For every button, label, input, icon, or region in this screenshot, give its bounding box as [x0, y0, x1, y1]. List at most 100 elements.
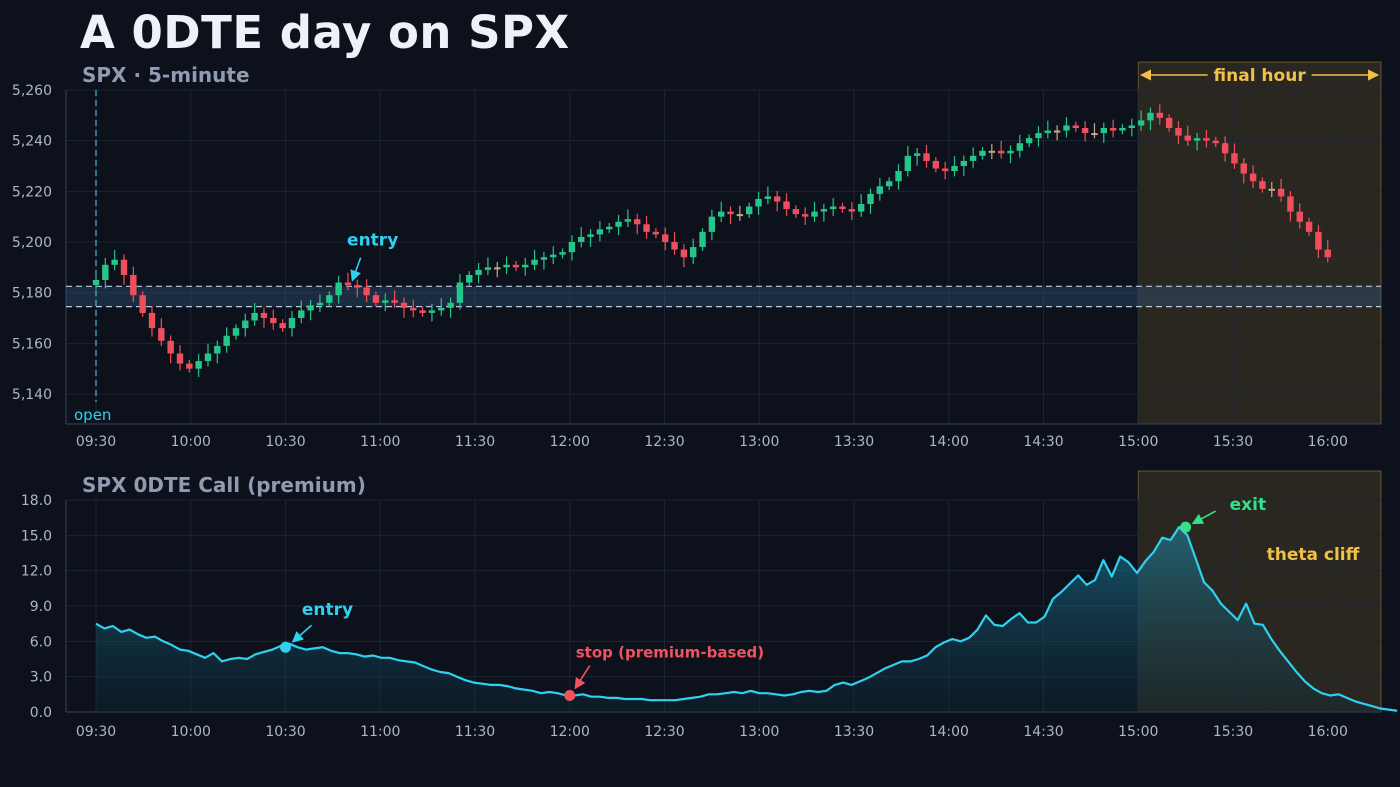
- candle-body: [130, 274, 137, 296]
- candle-body: [1137, 120, 1145, 126]
- candle-body: [904, 155, 912, 172]
- candle-body: [1109, 128, 1117, 131]
- candle-body: [1287, 196, 1294, 212]
- candle-body: [764, 196, 772, 199]
- x-tick-label: 15:00: [1118, 434, 1158, 450]
- candle-body: [335, 282, 342, 296]
- candle-body: [1044, 130, 1052, 134]
- candle-body: [839, 206, 846, 210]
- premium-exit-arrow: [1191, 510, 1217, 525]
- y-tick-label: 5,180: [12, 286, 52, 302]
- x-tick-label: 11:00: [360, 434, 400, 450]
- candle-body: [718, 211, 725, 217]
- candle-body: [270, 318, 277, 324]
- candle-body: [913, 153, 921, 156]
- candle-body: [102, 264, 109, 280]
- candle-body: [643, 224, 650, 232]
- candle-body: [1193, 138, 1201, 141]
- candle-body: [1231, 153, 1238, 164]
- candle-body: [708, 216, 716, 232]
- candle-body: [1240, 163, 1247, 174]
- premium-exit-dot: [1180, 521, 1192, 533]
- candle-body: [1147, 112, 1154, 121]
- premium-stop-arrow: [574, 665, 591, 690]
- theta-cliff-label: theta cliff: [1267, 545, 1360, 565]
- candle-body: [391, 300, 398, 303]
- candle-body: [484, 267, 492, 270]
- x-tick-label: 16:00: [1308, 434, 1348, 450]
- candle-body: [811, 211, 818, 217]
- candle-body: [1212, 140, 1219, 144]
- candle-body: [195, 361, 202, 369]
- x-tick-label: 16:00: [1308, 724, 1348, 740]
- candle-body: [148, 312, 156, 329]
- y-tick-label: 9.0: [30, 599, 52, 615]
- y-tick-label: 5,200: [12, 235, 52, 251]
- candle-body: [1249, 173, 1257, 182]
- candle-body: [372, 295, 380, 303]
- candle-body: [1324, 249, 1331, 258]
- premium-entry-dot: [280, 641, 291, 653]
- x-tick-label: 11:30: [455, 434, 495, 450]
- candle-body: [512, 264, 520, 268]
- candle-body: [727, 211, 734, 215]
- y-tick-label: 5,260: [12, 83, 52, 99]
- candle-body: [1007, 150, 1014, 154]
- candle-body: [736, 214, 744, 217]
- y-tick-label: 5,140: [12, 387, 52, 403]
- candle-body: [204, 353, 212, 362]
- y-tick-label: 0.0: [30, 705, 52, 721]
- candle-body: [979, 150, 986, 156]
- y-tick-label: 3.0: [30, 670, 52, 686]
- premium-stop-dot: [564, 690, 576, 702]
- final-hour-label: final hour: [1214, 66, 1307, 86]
- candle-body: [1119, 128, 1126, 131]
- candle-body: [419, 310, 426, 313]
- spx-candlestick-chart: 5,140 5,160 5,180 5,200 5,220 5,240 5,260 09:30…: [12, 61, 1382, 450]
- premium-entry-label: entry: [302, 600, 353, 620]
- candle-body: [316, 302, 324, 306]
- candle-body: [587, 234, 594, 237]
- x-tick-label: 13:30: [834, 724, 874, 740]
- x-tick-label: 09:30: [76, 724, 116, 740]
- candle-body: [559, 252, 566, 255]
- candle-body: [1053, 130, 1061, 133]
- x-tick-label: 13:30: [834, 434, 874, 450]
- candle-body: [876, 186, 884, 194]
- candle-body: [624, 219, 632, 222]
- candle-body: [988, 150, 996, 153]
- candle-body: [867, 193, 874, 204]
- y-tick-label: 6.0: [30, 634, 52, 650]
- candle-body: [120, 259, 128, 275]
- candle-body: [1035, 133, 1042, 139]
- candle-body: [1156, 112, 1163, 118]
- x-tick-label: 11:30: [455, 724, 495, 740]
- candle-body: [1184, 135, 1191, 141]
- x-tick-label: 14:30: [1023, 724, 1063, 740]
- candle-body: [951, 166, 958, 172]
- premium-exit-label: exit: [1230, 495, 1266, 515]
- candle-body: [568, 242, 576, 253]
- y-tick-label: 5,160: [12, 336, 52, 352]
- candle-body: [690, 247, 697, 258]
- candle-body: [167, 340, 174, 354]
- candle-body: [186, 363, 193, 369]
- candle-body: [111, 259, 118, 265]
- candle-body: [550, 254, 557, 258]
- candle-body: [1175, 128, 1182, 136]
- candle-body: [522, 264, 529, 268]
- x-tick-label: 10:00: [171, 434, 211, 450]
- page-title: A 0DTE day on SPX: [80, 6, 570, 59]
- y-tick-label: 18.0: [21, 493, 52, 509]
- x-tick-label: 12:00: [550, 724, 590, 740]
- candle-body: [997, 150, 1005, 154]
- candle-body: [895, 171, 902, 182]
- x-tick-label: 12:30: [644, 434, 684, 450]
- entry-label: entry: [347, 231, 398, 251]
- candle-body: [923, 153, 930, 161]
- candle-body: [1072, 125, 1080, 128]
- candle-body: [773, 196, 781, 202]
- candle-body: [1277, 188, 1285, 197]
- candle-body: [298, 310, 305, 318]
- candle-body: [1091, 133, 1098, 136]
